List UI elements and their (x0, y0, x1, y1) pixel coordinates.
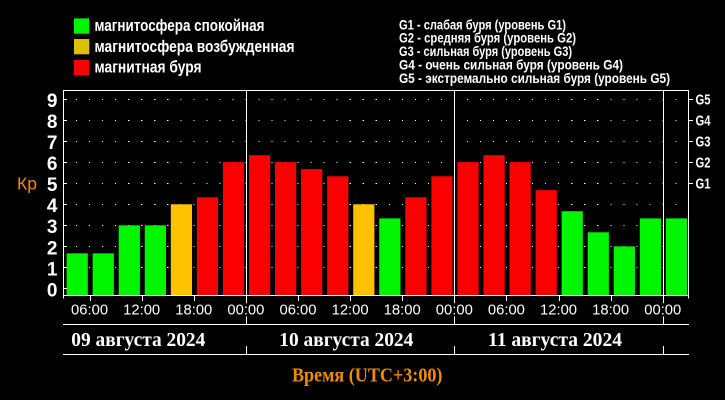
svg-text:12:00: 12:00 (123, 303, 160, 319)
svg-text:0: 0 (47, 280, 58, 301)
svg-text:1: 1 (47, 259, 58, 280)
svg-text:6: 6 (47, 154, 58, 175)
svg-text:G5 - экстремально сильная буря: G5 - экстремально сильная буря (уровень … (399, 70, 670, 86)
svg-text:11 августа 2024: 11 августа 2024 (488, 329, 622, 351)
svg-text:18:00: 18:00 (384, 303, 421, 319)
svg-text:3: 3 (47, 217, 58, 238)
svg-text:Кр: Кр (17, 174, 37, 194)
svg-text:06:00: 06:00 (488, 303, 525, 319)
svg-text:Время (UTC+3:00): Время (UTC+3:00) (292, 364, 443, 386)
svg-text:8: 8 (47, 112, 58, 133)
svg-text:G2: G2 (696, 155, 711, 171)
svg-text:магнитосфера возбужденная: магнитосфера возбужденная (95, 37, 295, 56)
svg-text:00:00: 00:00 (227, 303, 264, 319)
svg-text:G1: G1 (696, 177, 711, 193)
svg-text:9: 9 (47, 91, 58, 112)
svg-text:00:00: 00:00 (644, 303, 681, 319)
svg-text:06:00: 06:00 (71, 303, 108, 319)
svg-text:G4: G4 (696, 113, 711, 129)
svg-text:G3 - сильная буря (уровень G3): G3 - сильная буря (уровень G3) (399, 43, 572, 59)
svg-text:G3: G3 (696, 134, 711, 150)
svg-text:G2 - средняя буря (уровень G2): G2 - средняя буря (уровень G2) (399, 30, 576, 46)
svg-text:00:00: 00:00 (436, 303, 473, 319)
svg-text:2: 2 (47, 238, 58, 259)
svg-text:12:00: 12:00 (332, 303, 369, 319)
svg-text:18:00: 18:00 (592, 303, 629, 319)
svg-text:G1 - слабая буря (уровень G1): G1 - слабая буря (уровень G1) (399, 16, 566, 32)
svg-text:G4 - очень сильная буря (урове: G4 - очень сильная буря (уровень G4) (399, 57, 623, 73)
svg-text:магнитная буря: магнитная буря (95, 58, 202, 77)
svg-text:7: 7 (47, 133, 58, 154)
svg-text:06:00: 06:00 (279, 303, 316, 319)
svg-text:09 августа 2024: 09 августа 2024 (71, 329, 205, 351)
svg-text:магнитосфера спокойная: магнитосфера спокойная (95, 16, 265, 35)
svg-text:12:00: 12:00 (540, 303, 577, 319)
svg-text:4: 4 (47, 196, 58, 217)
svg-text:18:00: 18:00 (175, 303, 212, 319)
svg-text:10 августа 2024: 10 августа 2024 (279, 329, 413, 351)
svg-text:G5: G5 (696, 92, 711, 108)
svg-text:5: 5 (47, 175, 58, 196)
